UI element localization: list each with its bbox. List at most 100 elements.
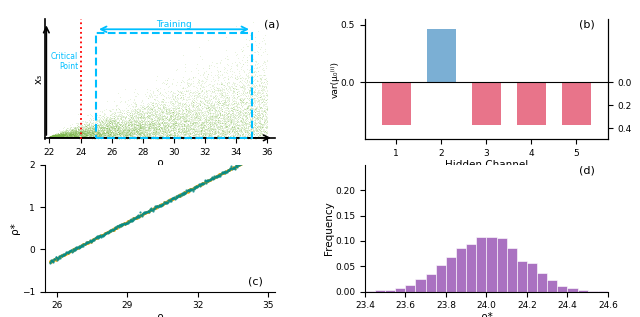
Point [207, 121, 217, 126]
Point [173, 107, 184, 113]
Point [150, 132, 161, 137]
Point [58, 133, 68, 138]
Point [70, 130, 80, 135]
Point [245, 88, 255, 93]
Point [245, 107, 255, 112]
Point [147, 122, 157, 127]
Point [243, 125, 253, 130]
Point [115, 132, 125, 137]
Point [129, 122, 139, 127]
Point [216, 133, 227, 138]
Point [76, 124, 86, 129]
Point [128, 133, 138, 139]
Point [137, 131, 147, 136]
Point [142, 119, 152, 124]
Point [102, 127, 113, 132]
Point [164, 197, 174, 203]
Point [122, 129, 132, 134]
Point [83, 135, 93, 140]
Point [168, 90, 178, 95]
Point [132, 128, 142, 133]
Point [90, 236, 100, 241]
Point [142, 120, 152, 125]
Point [241, 91, 252, 96]
Point [68, 131, 78, 136]
Point [81, 120, 92, 125]
Point [253, 131, 263, 136]
Point [138, 105, 148, 110]
Point [148, 123, 158, 128]
Point [190, 128, 200, 133]
Point [191, 96, 201, 101]
Point [117, 132, 127, 137]
Point [214, 125, 225, 130]
Point [173, 121, 184, 126]
Point [65, 134, 76, 139]
Point [150, 133, 160, 138]
Point [237, 63, 247, 68]
Point [163, 120, 173, 126]
Point [170, 120, 180, 126]
Point [237, 100, 248, 105]
Point [180, 92, 190, 97]
Point [136, 125, 147, 130]
Point [81, 129, 92, 134]
Point [168, 123, 179, 128]
Point [113, 132, 124, 137]
Point [60, 132, 70, 137]
Point [257, 89, 268, 94]
Bar [588, 291, 598, 292]
Point [115, 128, 125, 133]
Point [59, 132, 69, 137]
Point [146, 91, 156, 96]
Point [260, 104, 271, 109]
Point [164, 116, 175, 121]
Point [120, 133, 131, 139]
Point [158, 118, 168, 123]
Point [163, 124, 173, 129]
Point [188, 130, 198, 135]
Point [131, 116, 141, 121]
Point [99, 128, 109, 133]
Point [212, 140, 223, 146]
Point [180, 119, 190, 124]
Point [262, 124, 272, 129]
Point [239, 106, 249, 111]
Point [136, 131, 147, 136]
Point [232, 103, 243, 108]
Point [111, 130, 121, 135]
Point [84, 131, 94, 136]
Point [213, 135, 223, 140]
Point [45, 133, 55, 139]
Point [72, 132, 83, 137]
Point [48, 134, 58, 139]
Point [141, 111, 151, 116]
Point [206, 73, 216, 78]
Point [189, 126, 199, 131]
Point [250, 101, 260, 107]
Point [124, 119, 134, 124]
Point [168, 112, 178, 117]
Point [80, 129, 90, 134]
Point [185, 127, 195, 132]
Point [170, 118, 180, 123]
Point [162, 139, 172, 144]
Point [226, 139, 236, 144]
Point [99, 112, 109, 117]
Point [76, 131, 86, 136]
Point [260, 128, 271, 133]
Point [120, 126, 131, 132]
Point [123, 133, 133, 139]
Point [123, 131, 133, 136]
Point [242, 58, 252, 63]
Point [52, 133, 63, 139]
Point [221, 69, 231, 74]
Point [152, 118, 163, 123]
Point [188, 101, 198, 106]
Point [49, 133, 59, 139]
Point [70, 127, 81, 133]
Point [194, 107, 204, 112]
Point [134, 125, 145, 130]
Point [208, 96, 218, 101]
Point [92, 122, 102, 127]
